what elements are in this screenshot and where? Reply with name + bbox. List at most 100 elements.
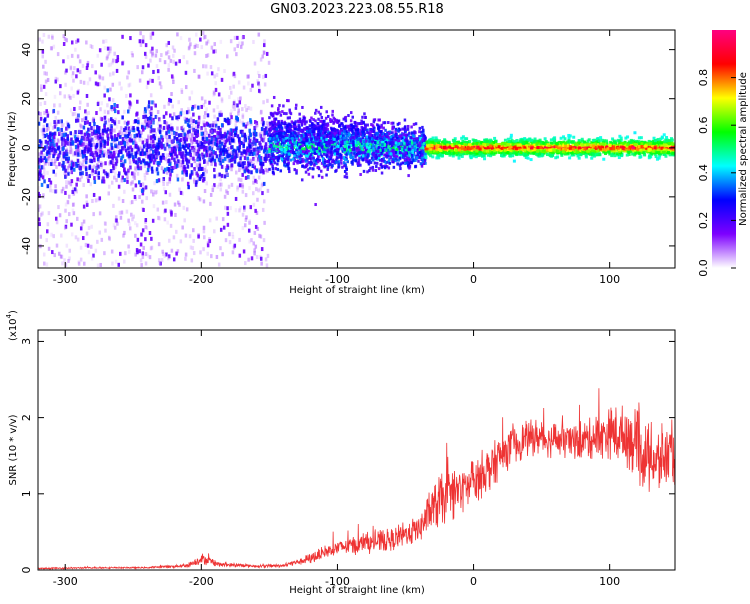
heatmap-cell	[312, 136, 316, 140]
heatmap-cell	[345, 137, 348, 141]
heatmap-cell	[148, 78, 152, 83]
heatmap-cell	[188, 129, 191, 134]
heatmap-cell	[268, 130, 271, 134]
heatmap-cell	[313, 138, 317, 142]
heatmap-cell	[146, 253, 150, 258]
heatmap-cell	[329, 117, 332, 121]
heatmap-cell	[73, 134, 77, 139]
heatmap-cell	[267, 60, 271, 65]
heatmap-cell	[48, 150, 51, 155]
heatmap-cell	[362, 151, 365, 155]
heatmap-cell	[70, 169, 73, 174]
heatmap-cell	[180, 108, 183, 113]
heatmap-cell	[116, 221, 119, 226]
heatmap-cell	[138, 39, 142, 44]
heatmap-cell	[202, 64, 205, 69]
heatmap-cell	[200, 96, 204, 101]
heatmap-cell	[147, 123, 151, 128]
heatmap-cell	[241, 226, 245, 231]
heatmap-cell	[366, 138, 369, 142]
heatmap-cell	[297, 138, 301, 142]
heatmap-cell	[104, 39, 108, 44]
heatmap-cell	[327, 158, 331, 162]
heatmap-cell	[127, 146, 130, 151]
heatmap-cell	[295, 159, 298, 163]
heatmap-cell	[187, 135, 190, 140]
heatmap-cell	[382, 149, 386, 153]
heatmap-cell	[336, 131, 339, 135]
heatmap-cell	[130, 125, 133, 130]
heatmap-cell	[43, 146, 47, 151]
heatmap-cell	[45, 123, 49, 128]
heatmap-cell	[200, 153, 203, 158]
heatmap-cell	[329, 147, 333, 151]
heatmap-cell	[64, 202, 68, 207]
heatmap-cell	[206, 53, 210, 58]
heatmap-cell	[230, 109, 233, 114]
heatmap-cell	[194, 129, 198, 134]
heatmap-cell	[128, 226, 132, 231]
heatmap-cell	[159, 261, 162, 266]
heatmap-cell	[160, 258, 164, 263]
heatmap-cell	[279, 113, 283, 117]
heatmap-cell	[375, 153, 379, 157]
heatmap-cell	[365, 145, 368, 149]
heatmap-cell	[57, 119, 60, 124]
heatmap-cell	[384, 140, 388, 144]
heatmap-cell	[85, 111, 88, 116]
heatmap-cell	[241, 152, 245, 157]
heatmap-cell	[403, 132, 406, 136]
heatmap-cell	[153, 142, 157, 147]
heatmap-cell	[148, 149, 152, 154]
heatmap-cell	[105, 150, 109, 155]
heatmap-cell	[165, 134, 168, 139]
heatmap-cell	[67, 156, 70, 161]
heatmap-cell	[136, 111, 139, 116]
heatmap-cell	[107, 191, 111, 196]
heatmap-cell	[250, 137, 254, 142]
heatmap-cell	[364, 125, 367, 129]
heatmap-cell	[148, 116, 152, 121]
heatmap-cell	[163, 146, 167, 151]
heatmap-cell	[157, 136, 161, 141]
heatmap-cell	[104, 228, 107, 233]
heatmap-cell	[360, 146, 363, 150]
heatmap-cell	[50, 232, 53, 237]
heatmap-cell	[118, 141, 121, 146]
heatmap-cell	[345, 148, 348, 152]
heatmap-cell	[216, 146, 220, 151]
heatmap-cell	[154, 154, 158, 159]
heatmap-cell	[254, 147, 258, 152]
heatmap-cell	[122, 140, 125, 145]
heatmap-cell	[197, 147, 201, 152]
heatmap-cell	[76, 68, 80, 73]
heatmap-cell	[250, 143, 254, 148]
heatmap-cell	[257, 188, 260, 193]
heatmap-cell	[279, 123, 282, 127]
heatmap-cell	[54, 76, 58, 81]
heatmap-cell	[238, 253, 242, 258]
heatmap-cell	[85, 194, 88, 199]
heatmap-cell	[100, 117, 104, 122]
heatmap-cell	[89, 158, 92, 163]
heatmap-cell	[155, 115, 159, 120]
heatmap-cell	[233, 151, 236, 156]
heatmap-cell	[231, 157, 234, 162]
heatmap-cell	[52, 154, 55, 159]
heatmap-cell	[87, 127, 90, 132]
heatmap-cell	[38, 175, 40, 180]
heatmap-cell	[47, 156, 51, 161]
heatmap-cell	[421, 140, 424, 144]
heatmap-cell	[402, 147, 406, 151]
heatmap-cell	[233, 159, 237, 164]
heatmap-cell	[143, 172, 147, 177]
heatmap-cell	[113, 51, 116, 56]
heatmap-cell	[202, 120, 205, 125]
heatmap-cell	[238, 145, 241, 150]
heatmap-cell	[79, 245, 83, 250]
heatmap-cell	[326, 150, 329, 154]
heatmap-cell	[253, 129, 256, 134]
heatmap-cell	[156, 110, 160, 115]
heatmap-cell	[359, 173, 362, 177]
heatmap-cell	[45, 109, 48, 114]
